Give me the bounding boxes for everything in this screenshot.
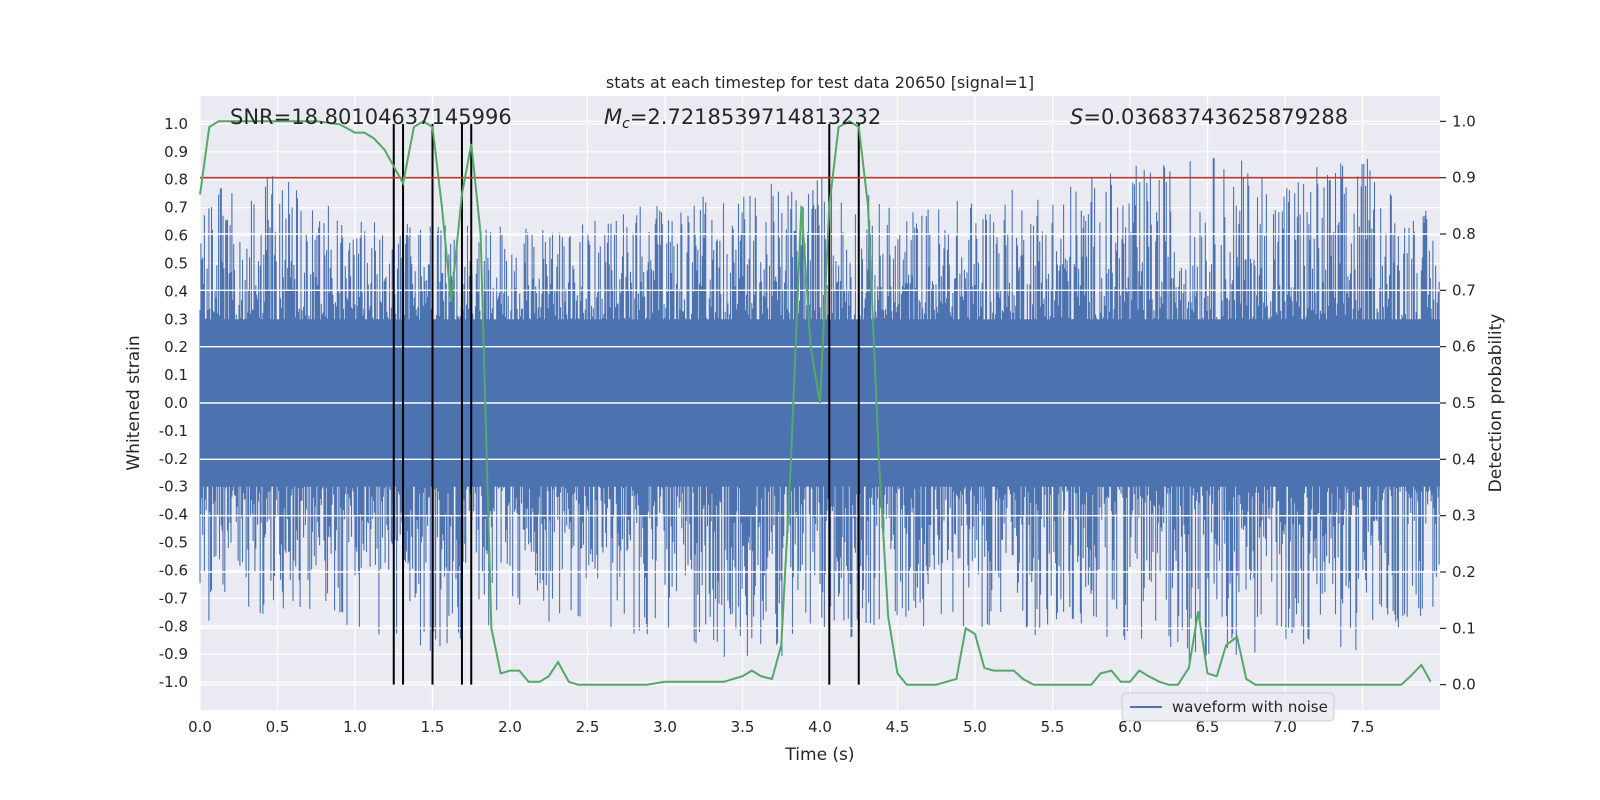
left-y-tick-label: -0.2	[159, 450, 188, 468]
left-y-tick-label: 0.3	[164, 310, 188, 328]
chirp-mass-subscript: c	[622, 116, 630, 132]
x-tick-label: 6.5	[1196, 718, 1220, 736]
left-y-tick-label: 0.5	[164, 254, 188, 272]
x-tick-label: 2.5	[576, 718, 600, 736]
x-axis-label: Time (s)	[784, 745, 854, 765]
probability-line	[199, 120, 1432, 686]
left-y-tick-label: -0.6	[159, 561, 188, 579]
right-y-tick-label: 0.8	[1452, 225, 1476, 243]
right-y-axis-label: Detection probability	[1486, 314, 1506, 493]
right-y-tick-label: 0.4	[1452, 450, 1476, 468]
x-tick-label: 3.0	[653, 718, 677, 736]
left-y-tick-label: 0.9	[164, 143, 188, 161]
legend-label: waveform with noise	[1172, 698, 1328, 716]
x-tick-label: 2.0	[498, 718, 522, 736]
left-y-tick-label: -1.0	[159, 673, 188, 691]
right-y-axis-ticks: 1.0 0.9 0.8 0.7 0.6 0.5 0.4 0.3 0.2 0.1 0.0	[1440, 112, 1476, 694]
waveform-line	[199, 158, 1440, 661]
legend-box	[1121, 692, 1335, 722]
right-y-tick-label: 0.0	[1452, 676, 1476, 694]
x-tick-label: 4.0	[808, 718, 832, 736]
left-y-tick-label: -0.1	[159, 422, 188, 440]
x-tick-label: 5.5	[1041, 718, 1065, 736]
left-y-axis-ticks: 1.0 0.9 0.8 0.7 0.6 0.5 0.4 0.3 0.2 0.1 0.0 -0.1 -0.…	[159, 115, 188, 691]
right-y-tick-label: 0.9	[1452, 169, 1476, 187]
left-y-tick-label: 0.6	[164, 227, 188, 245]
left-y-tick-label: -0.9	[159, 645, 188, 663]
x-tick-label: 1.0	[343, 718, 367, 736]
x-tick-label: 4.5	[886, 718, 910, 736]
snr-annotation: SNR=18.80104637145996	[230, 105, 512, 129]
chirp-mass-value: =2.7218539714813232	[630, 105, 881, 129]
left-y-tick-label: -0.5	[159, 534, 188, 552]
x-tick-label: 7.5	[1351, 718, 1375, 736]
x-tick-label: 7.0	[1273, 718, 1297, 736]
x-tick-label: 0.5	[266, 718, 290, 736]
x-axis-ticks: 0.0 0.5 1.0 1.5 2.0 2.5 3.0 3.5 4.0 4.5 5.0 5.5 6.0 6…	[188, 718, 1374, 736]
x-tick-label: 3.5	[731, 718, 755, 736]
s-annotation: S=0.03683743625879288	[1070, 105, 1348, 129]
right-y-tick-label: 0.5	[1452, 394, 1476, 412]
left-y-tick-label: 0.0	[164, 394, 188, 412]
left-y-tick-label: -0.3	[159, 478, 188, 496]
chart-title: stats at each timestep for test data 206…	[606, 73, 1034, 92]
left-y-tick-label: -0.8	[159, 617, 188, 635]
x-tick-label: 5.0	[963, 718, 987, 736]
left-y-tick-label: 0.8	[164, 171, 188, 189]
right-y-tick-label: 0.2	[1452, 563, 1476, 581]
chirp-mass-symbol: M	[604, 105, 622, 129]
detection-markers	[392, 123, 860, 685]
left-y-tick-label: 0.1	[164, 366, 188, 384]
right-y-tick-label: 0.7	[1452, 281, 1476, 299]
s-symbol: S	[1070, 105, 1083, 129]
left-y-tick-label: 0.4	[164, 282, 188, 300]
x-tick-label: 1.5	[421, 718, 445, 736]
left-y-tick-label: 0.7	[164, 199, 188, 217]
right-y-tick-label: 1.0	[1452, 112, 1476, 130]
legend: waveform with noise	[1121, 692, 1335, 722]
left-y-tick-label: -0.4	[159, 506, 188, 524]
left-y-tick-label: -0.7	[159, 589, 188, 607]
chirp-mass-annotation: Mc=2.7218539714813232	[604, 105, 881, 132]
x-tick-label: 0.0	[188, 718, 212, 736]
s-value: =0.03683743625879288	[1083, 105, 1348, 129]
right-y-tick-label: 0.1	[1452, 619, 1476, 637]
left-y-tick-label: 0.2	[164, 338, 188, 356]
x-tick-label: 6.0	[1118, 718, 1142, 736]
probability-series	[199, 120, 1432, 686]
left-y-axis-label: Whitened strain	[124, 335, 144, 470]
right-y-tick-label: 0.6	[1452, 338, 1476, 356]
right-y-tick-label: 0.3	[1452, 507, 1476, 525]
left-y-tick-label: 1.0	[164, 115, 188, 133]
